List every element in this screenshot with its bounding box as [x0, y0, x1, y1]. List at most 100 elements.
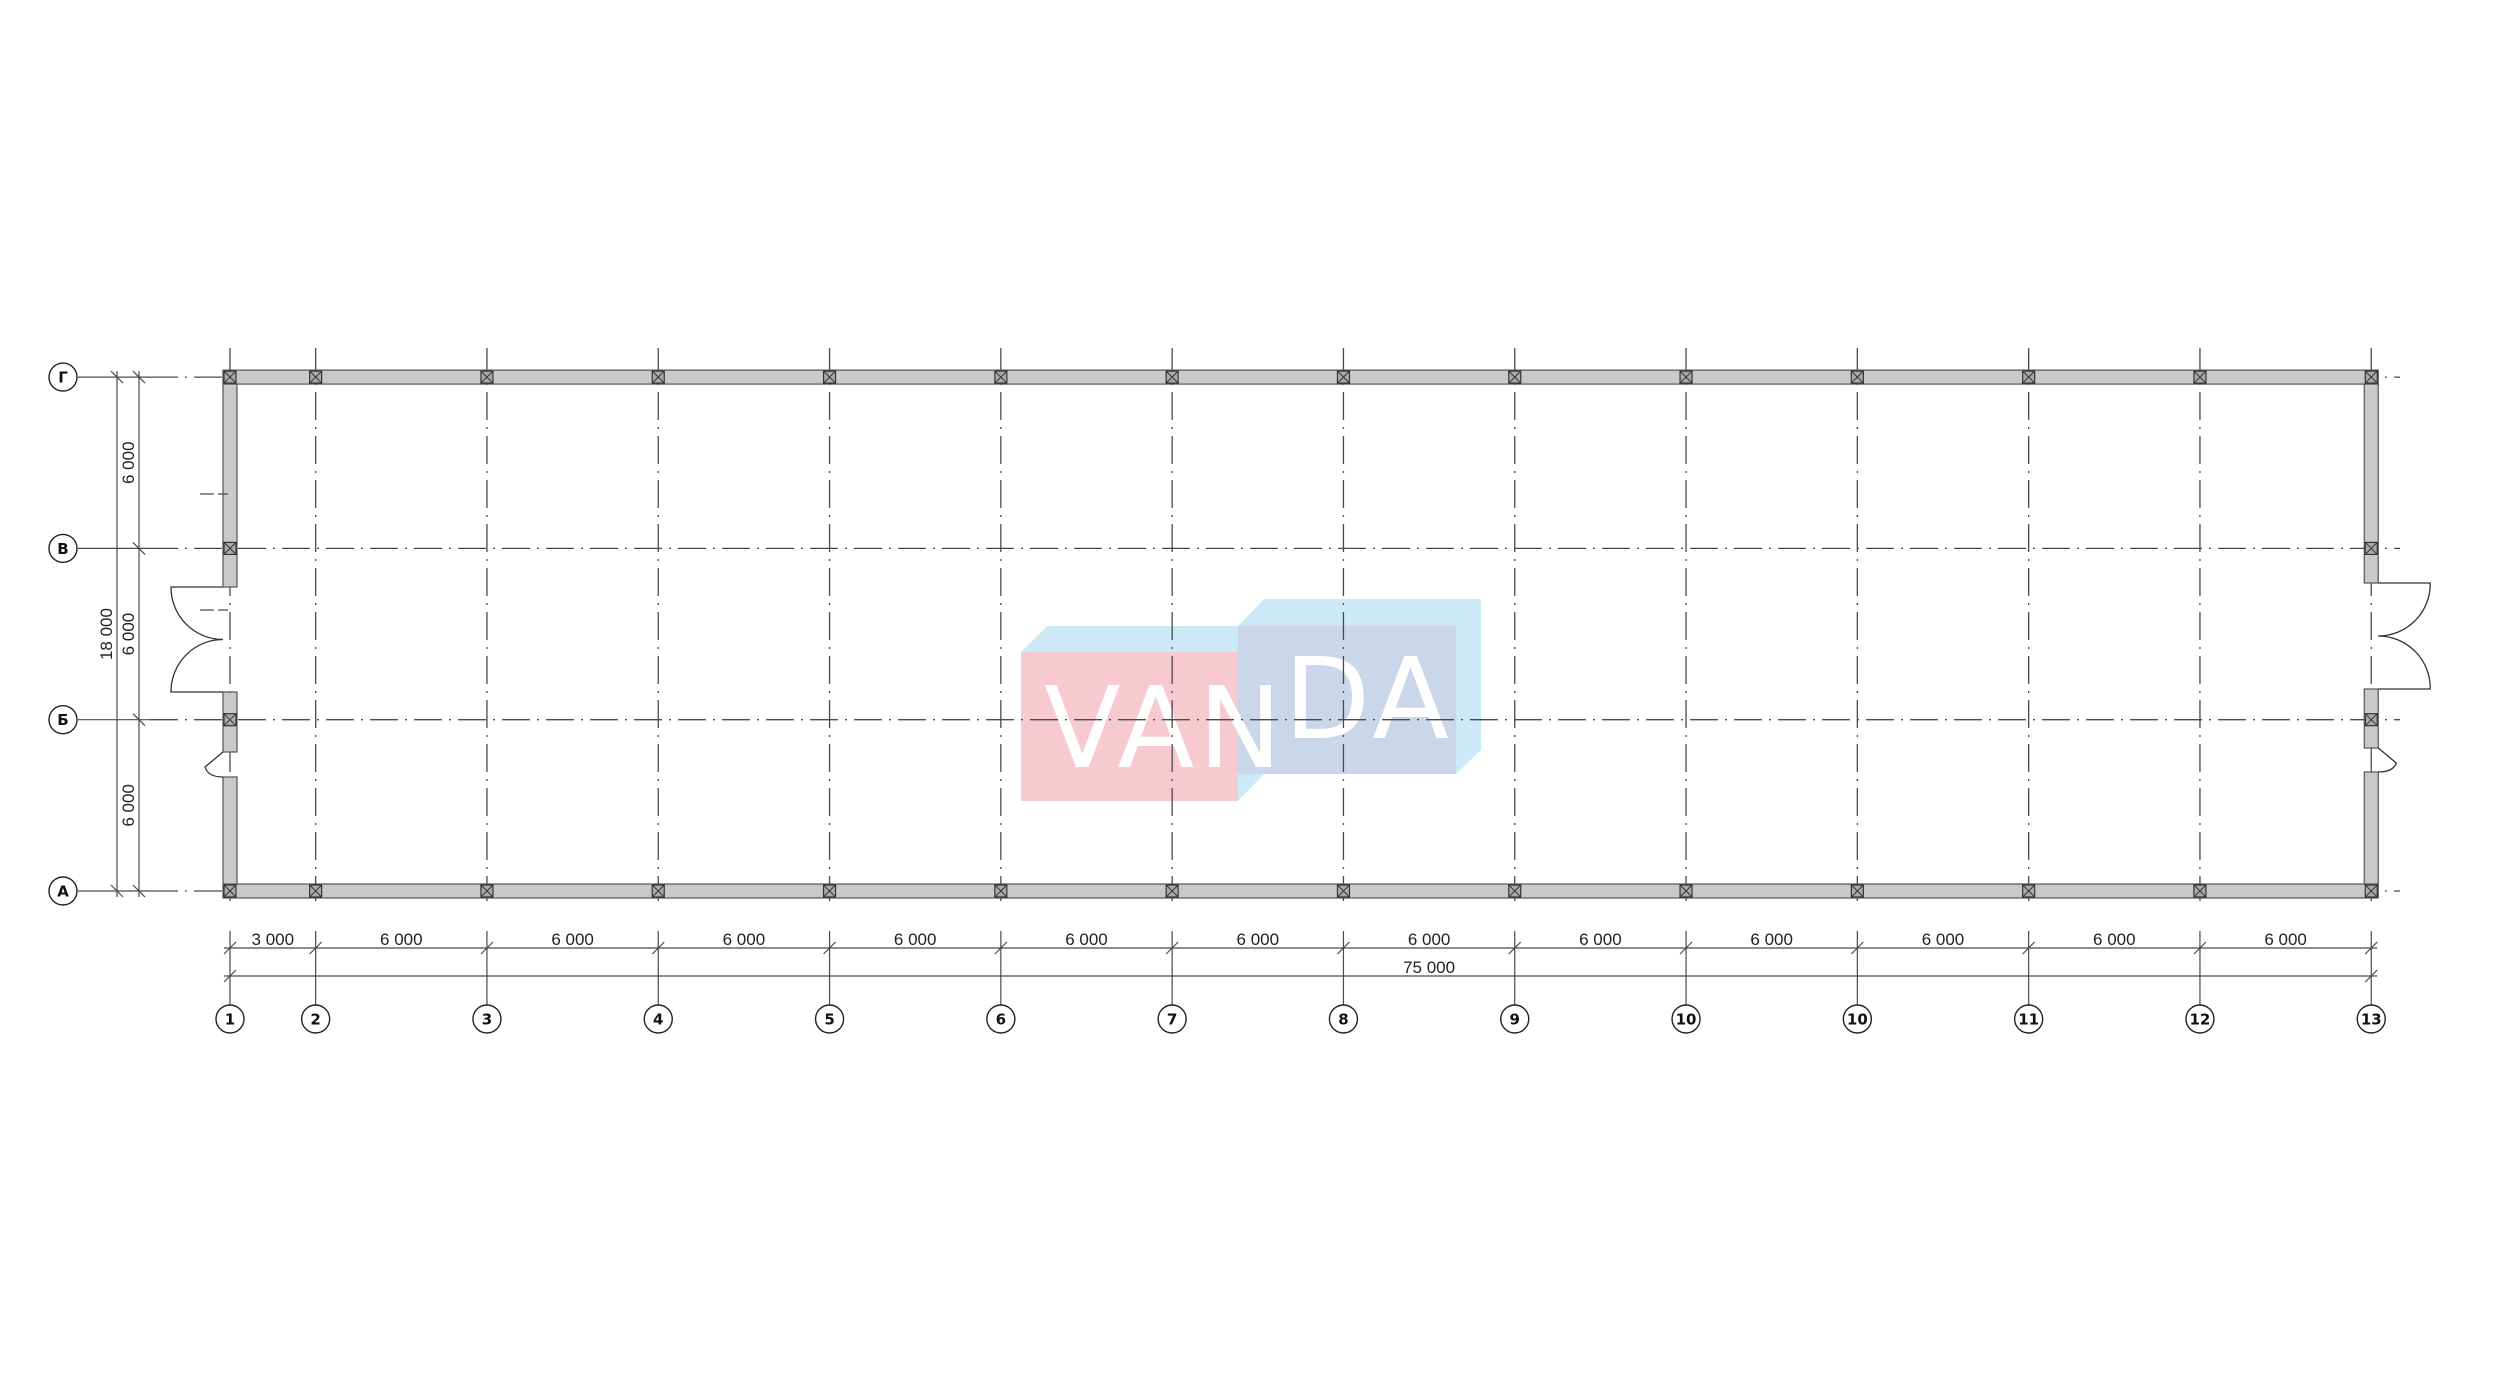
column: [223, 884, 237, 898]
wall-segment: [2363, 383, 2379, 584]
column: [1508, 884, 1522, 898]
axis-circle: [48, 362, 78, 392]
column: [223, 370, 237, 384]
column: [994, 884, 1008, 898]
row-spacing-label: 6 000: [119, 441, 138, 484]
column-cross: [1337, 884, 1350, 898]
row-axis-bubble: Б: [48, 705, 78, 735]
axis-circle: [1500, 1004, 1530, 1034]
column: [1679, 884, 1693, 898]
column: [1679, 370, 1693, 384]
column-axis-bubble: 6: [986, 1004, 1016, 1034]
column-axis-bubble: 11: [2013, 1004, 2044, 1034]
dimension-tick: [132, 541, 146, 555]
column: [1165, 370, 1179, 384]
row-axis-label: Б: [57, 711, 68, 729]
column-cross: [223, 542, 237, 555]
row-axis-label: В: [57, 540, 68, 558]
dimension-tick: [309, 941, 323, 955]
column: [2364, 713, 2378, 727]
column-cross: [1508, 370, 1522, 384]
dimension-tick: [132, 370, 146, 384]
logo-text-left: VAN: [1044, 664, 1286, 794]
column: [2193, 884, 2207, 898]
column-cross: [223, 713, 237, 727]
axis-circle: [1842, 1004, 1873, 1034]
axis-circle: [814, 1004, 845, 1034]
column-spacing-label: 6 000: [894, 930, 937, 949]
column-cross: [2364, 713, 2378, 727]
column-cross: [309, 370, 323, 384]
small-door-leaf: [204, 751, 224, 778]
column-spacing-label: 6 000: [1408, 930, 1451, 949]
axis-circle: [48, 705, 78, 735]
row-spacing-label: 6 000: [119, 613, 138, 656]
column-axis-bubble: 7: [1157, 1004, 1187, 1034]
column-spacing-label: 6 000: [723, 930, 766, 949]
column: [223, 541, 237, 556]
dimension-tick: [651, 941, 665, 955]
column-cross: [994, 370, 1008, 384]
column-cross: [223, 884, 237, 898]
column: [1850, 884, 1864, 898]
column-spacing-label: 6 000: [1922, 930, 1965, 949]
column: [2364, 541, 2378, 556]
column-spacing-label: 6 000: [1065, 930, 1108, 949]
column-axis-bubble: 12: [2185, 1004, 2215, 1034]
dimension-tick: [2193, 941, 2207, 955]
column-axis-bubble: 10: [1671, 1004, 1701, 1034]
walls: [222, 369, 2379, 899]
axis-circle: [2013, 1004, 2044, 1034]
wall-segment: [2363, 771, 2379, 885]
column-axis-label: 5: [824, 1011, 834, 1029]
dimension-tick: [1508, 941, 1522, 955]
doors: [170, 493, 2431, 778]
column: [1850, 370, 1864, 384]
dimension-tick: [480, 941, 494, 955]
axis-grid: [78, 348, 2400, 1005]
dimension-tick: [2364, 941, 2378, 955]
dimension-tick: [1850, 941, 1864, 955]
column: [223, 713, 237, 727]
column: [651, 884, 665, 898]
column-cross: [2364, 370, 2378, 384]
column: [1336, 884, 1351, 898]
axis-circle: [2185, 1004, 2215, 1034]
double-door-leaf: [2378, 582, 2431, 637]
axis-circle: [1671, 1004, 1701, 1034]
column-cross: [223, 370, 237, 384]
dimension-tick: [223, 969, 237, 983]
axis-circle: [300, 1004, 331, 1034]
column-cross: [1508, 884, 1522, 898]
column-axis-bubble: 5: [814, 1004, 845, 1034]
column: [480, 370, 494, 384]
column: [309, 370, 323, 384]
axis-circle: [48, 533, 78, 564]
column: [2022, 370, 2036, 384]
column: [2193, 370, 2207, 384]
column-axis-bubble: 3: [472, 1004, 502, 1034]
total-length-label: 75 000: [1403, 958, 1455, 977]
axis-circle: [1157, 1004, 1187, 1034]
column-cross: [994, 884, 1008, 898]
column: [651, 370, 665, 384]
column: [309, 884, 323, 898]
column-spacing-label: 6 000: [2264, 930, 2307, 949]
axis-circle: [986, 1004, 1016, 1034]
column-cross: [2364, 542, 2378, 555]
double-door-leaf: [170, 638, 224, 693]
column-axis-label: 10: [1847, 1011, 1868, 1029]
dimension-tick: [994, 941, 1008, 955]
logo-overlap-box: [1238, 626, 1456, 774]
column-spacing-label: 6 000: [1750, 930, 1793, 949]
column-axis-bubble: 8: [1328, 1004, 1359, 1034]
column-cross: [1337, 370, 1350, 384]
column-spacing-label: 6 000: [2093, 930, 2136, 949]
column-axis-bubble: 2: [300, 1004, 331, 1034]
dimension-tick: [823, 941, 836, 955]
column-cross: [823, 370, 836, 384]
column-axis-bubble: 9: [1500, 1004, 1530, 1034]
row-axis-label: Г: [58, 369, 68, 387]
